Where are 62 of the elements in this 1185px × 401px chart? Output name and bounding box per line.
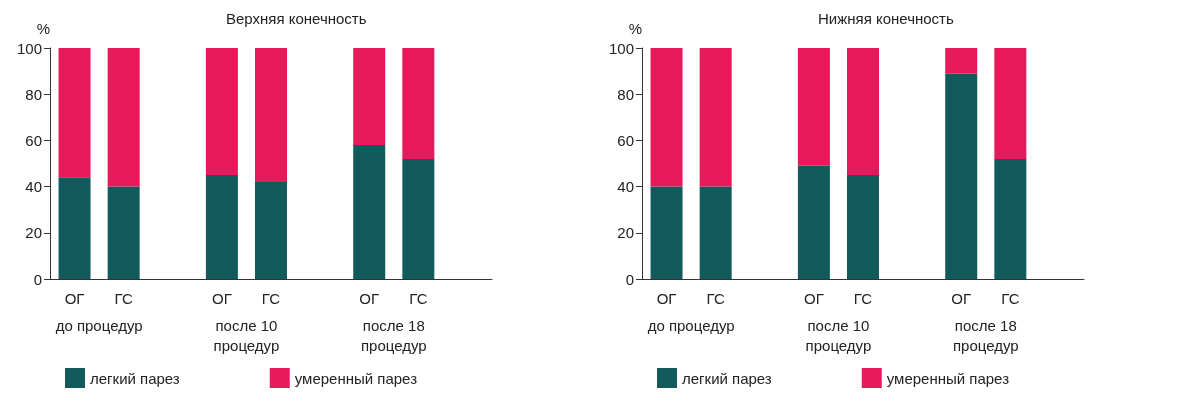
bar: [107, 48, 140, 187]
y-tick-label: 60: [617, 131, 634, 149]
chart-title: Верхняя конечность: [226, 10, 367, 27]
bar: [402, 48, 435, 159]
bar: [699, 48, 732, 187]
bar: [945, 48, 978, 74]
x-tick-label: ОГ: [64, 290, 85, 307]
bar: [402, 158, 435, 279]
x-tick-label: ОГ: [951, 290, 972, 307]
legend-label: умеренный парез: [886, 369, 1010, 387]
x-tick-label: ГС: [114, 290, 133, 307]
bar: [650, 48, 683, 187]
bar: [797, 165, 830, 279]
bar: [255, 181, 287, 279]
text: после 10 процедур: [805, 316, 872, 354]
y-tick-label: 100: [608, 39, 634, 57]
legend-label: легкий парез: [90, 369, 180, 387]
bar: [847, 175, 879, 279]
x-tick-label: ОГ: [359, 290, 380, 307]
x-tick-label: ГС: [261, 290, 281, 307]
text: после 18 процедур: [360, 316, 427, 354]
x-tick-label: ГС: [1001, 290, 1020, 307]
y-tick-label: 40: [25, 178, 42, 196]
bar: [255, 48, 287, 182]
bar: [58, 48, 91, 178]
y-tick-label: 0: [33, 270, 42, 288]
y-tick-label: 80: [617, 85, 634, 103]
bar: [58, 177, 91, 279]
x-tick-label: ОГ: [656, 290, 677, 307]
bar: [994, 158, 1027, 279]
text: после 10 процедур: [213, 316, 280, 354]
bar: [205, 48, 238, 176]
bar: [797, 48, 830, 166]
y-axis-title: %: [628, 20, 642, 37]
y-tick-label: 100: [16, 39, 42, 57]
x-tick-label: ОГ: [211, 290, 232, 307]
text: до процедур: [647, 316, 735, 334]
y-tick-label: 80: [25, 85, 42, 103]
text: после 18 процедур: [952, 316, 1019, 354]
bar: [650, 186, 683, 279]
legend-label: легкий парез: [682, 369, 772, 387]
y-tick-label: 20: [617, 224, 634, 242]
y-tick-label: 40: [617, 178, 634, 196]
chart-title: Нижняя конечность: [818, 10, 954, 27]
bar: [353, 145, 386, 279]
y-tick-label: 60: [25, 131, 42, 149]
text: до процедур: [55, 316, 143, 334]
bar: [353, 48, 386, 146]
bar: [945, 73, 978, 279]
x-tick-label: ГС: [409, 290, 428, 307]
bar: [107, 186, 140, 279]
y-tick-label: 0: [625, 270, 634, 288]
y-tick-label: 20: [25, 224, 42, 242]
x-tick-label: ГС: [853, 290, 873, 307]
bar: [205, 175, 238, 279]
x-tick-label: ГС: [706, 290, 725, 307]
legend-label: умеренный парез: [294, 369, 418, 387]
bar: [847, 48, 879, 176]
x-tick-label: ОГ: [803, 290, 824, 307]
bar: [994, 48, 1027, 159]
bar: [699, 186, 732, 279]
y-axis-title: %: [36, 20, 50, 37]
